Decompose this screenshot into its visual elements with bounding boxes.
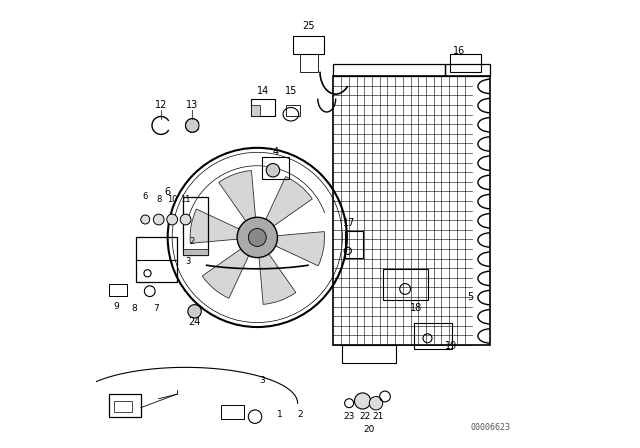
Bar: [109, 394, 141, 417]
Text: 20: 20: [364, 425, 375, 434]
Text: 19: 19: [445, 341, 458, 351]
Text: 16: 16: [452, 46, 465, 56]
Text: 1: 1: [277, 409, 282, 418]
Bar: [262, 157, 289, 179]
Text: 9: 9: [113, 302, 119, 311]
Bar: [184, 249, 208, 255]
Circle shape: [154, 214, 164, 225]
Circle shape: [180, 214, 191, 225]
Text: 3: 3: [259, 376, 264, 385]
Bar: [333, 64, 445, 76]
Circle shape: [266, 164, 280, 177]
Text: 6: 6: [143, 192, 148, 201]
Circle shape: [248, 228, 266, 246]
Circle shape: [237, 217, 278, 258]
Text: 21: 21: [372, 412, 384, 421]
Bar: [114, 401, 132, 412]
Text: 8: 8: [131, 304, 137, 313]
Text: 23: 23: [344, 412, 355, 421]
Text: 6: 6: [164, 187, 171, 197]
Text: 14: 14: [257, 86, 269, 96]
Bar: [345, 231, 363, 258]
Circle shape: [369, 396, 383, 410]
Circle shape: [141, 215, 150, 224]
Text: 12: 12: [155, 99, 167, 109]
Text: 7: 7: [154, 304, 159, 313]
Bar: [221, 405, 244, 419]
Text: 2: 2: [189, 237, 195, 246]
Text: 10: 10: [167, 194, 177, 203]
Bar: [136, 237, 177, 282]
Text: 11: 11: [180, 194, 191, 203]
Bar: [383, 269, 428, 300]
Text: 18: 18: [410, 303, 422, 313]
Text: 8: 8: [156, 194, 161, 203]
Circle shape: [167, 214, 177, 225]
Bar: [293, 36, 324, 54]
Bar: [251, 99, 275, 116]
Text: 22: 22: [359, 412, 371, 421]
Wedge shape: [219, 171, 257, 237]
Bar: [109, 284, 127, 296]
Bar: [251, 105, 260, 116]
Text: 00006623: 00006623: [470, 423, 510, 432]
Text: 3: 3: [185, 257, 191, 266]
Wedge shape: [257, 232, 324, 266]
Bar: [333, 76, 490, 345]
Text: 25: 25: [303, 21, 315, 31]
Text: 4: 4: [272, 146, 278, 156]
Wedge shape: [257, 237, 296, 304]
Circle shape: [188, 305, 201, 318]
Circle shape: [355, 393, 371, 409]
Bar: [184, 197, 208, 255]
Bar: [414, 323, 452, 349]
Wedge shape: [202, 237, 257, 298]
Bar: [450, 54, 481, 72]
Text: 2: 2: [297, 409, 303, 418]
Bar: [342, 345, 396, 363]
Text: 13: 13: [186, 99, 198, 109]
Text: 15: 15: [285, 86, 297, 96]
Wedge shape: [190, 209, 257, 243]
Bar: [287, 105, 300, 116]
Text: 5: 5: [467, 292, 473, 302]
Bar: [300, 54, 318, 72]
Wedge shape: [257, 177, 312, 237]
Text: 17: 17: [343, 218, 355, 228]
Bar: [445, 64, 490, 76]
Text: 24: 24: [188, 317, 201, 327]
Circle shape: [186, 119, 199, 132]
